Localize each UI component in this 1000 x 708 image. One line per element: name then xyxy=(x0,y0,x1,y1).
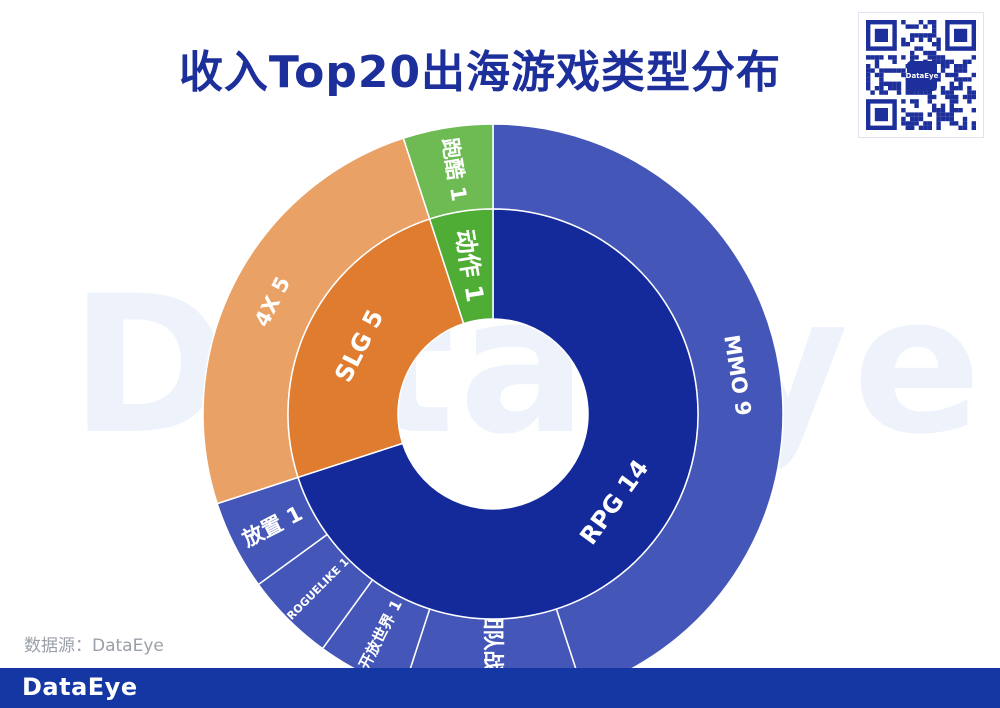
inner-segment-0 xyxy=(297,208,699,620)
chart-title: 收入Top20出海游戏类型分布 xyxy=(178,47,782,98)
qr-code-pattern xyxy=(866,20,976,130)
inner-segment-1 xyxy=(287,218,465,479)
inner-segment-2 xyxy=(428,208,494,325)
qr-code[interactable]: DataEye xyxy=(858,12,984,138)
qr-logo: DataEye xyxy=(906,61,938,91)
source-note: 数据源：DataEye xyxy=(24,636,164,656)
footer-logo: DataEye xyxy=(22,673,138,701)
footer-bar: DataEye xyxy=(0,668,1000,708)
